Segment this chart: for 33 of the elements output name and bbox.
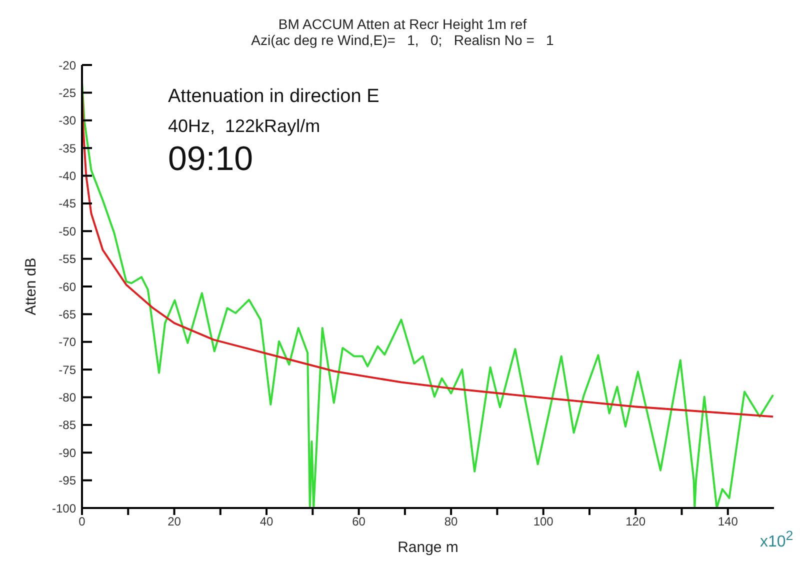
x-tick-label: 100	[533, 514, 554, 529]
y-tick-label: -45	[58, 196, 76, 211]
x-tick-label: 120	[626, 514, 646, 529]
chart-title: BM ACCUM Atten at Recr Height 1m ref	[277, 16, 528, 32]
x-tick-label: 60	[352, 514, 366, 529]
y-axis-title: Atten dB	[22, 258, 40, 316]
y-tick-label: -35	[58, 141, 76, 156]
y-tick-label: -70	[58, 335, 76, 350]
y-tick-label: -30	[58, 114, 76, 128]
y-tick-label: -80	[58, 390, 76, 405]
y-tick-label: -75	[58, 362, 76, 377]
y-tick-label: -85	[58, 418, 76, 432]
x-tick-label: 40	[260, 514, 274, 529]
annotation: 09:10	[168, 140, 254, 178]
y-tick-label: -25	[58, 86, 76, 100]
y-tick-label: -60	[58, 280, 76, 294]
x-tick-label: 80	[444, 514, 458, 529]
x-tick-label: 140	[718, 514, 738, 529]
x-axis-title: Range m	[398, 539, 458, 556]
y-tick-label: -50	[58, 224, 76, 238]
y-tick-label: -40	[58, 169, 76, 184]
chart-subtitle: Azi(ac deg re Wind,E)= 1, 0; Realisn No = 1	[250, 32, 555, 48]
annotation: Attenuation in direction E	[168, 86, 380, 107]
y-tick-label: -55	[58, 252, 76, 266]
annotation: 40Hz, 122kRayl/m	[168, 116, 320, 136]
y-tick-label: -95	[58, 474, 76, 488]
x-tick-label: 0	[78, 514, 86, 529]
text: x10$^{2}$	[760, 528, 794, 550]
y-tick-label: -100	[52, 501, 76, 516]
x-tick-label: 20	[168, 514, 182, 529]
y-tick-label: -20	[58, 58, 76, 72]
y-tick-label: -90	[58, 446, 76, 460]
y-tick-label: -65	[58, 307, 76, 322]
